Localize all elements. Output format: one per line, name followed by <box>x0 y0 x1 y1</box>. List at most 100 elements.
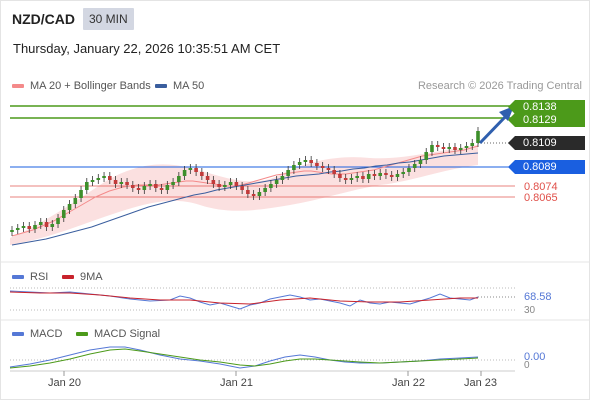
candle-body <box>125 182 129 185</box>
candle-body <box>171 182 175 185</box>
candle-body <box>274 180 279 184</box>
candle-body <box>90 180 95 182</box>
rsi-ma-line <box>9 291 478 305</box>
ma20-label: MA 20 + Bollinger Bands <box>30 80 151 92</box>
candle-body <box>355 176 359 178</box>
candle-body <box>257 192 262 196</box>
macd-swatch <box>12 332 24 336</box>
candle-body <box>372 174 377 176</box>
macd-zero-label: 0 <box>524 360 530 371</box>
candle-body <box>228 182 233 185</box>
candle-body <box>464 146 469 148</box>
candle-body <box>234 182 239 186</box>
candle-body <box>217 184 221 187</box>
candle-body <box>165 185 170 190</box>
ma50-swatch <box>155 84 167 88</box>
macd-label: MACD <box>30 328 63 340</box>
legend-ma50: MA 50 <box>155 80 204 92</box>
candle-body <box>154 184 158 188</box>
target-high-tag: 0.8138 <box>508 100 585 114</box>
candle-body <box>430 145 434 152</box>
candle-body <box>441 147 446 149</box>
x-axis-label-jan22: Jan 22 <box>392 377 426 389</box>
candle-body <box>412 164 417 168</box>
candle-body <box>50 224 55 227</box>
x-axis-label-jan20: Jan 20 <box>48 377 82 389</box>
header: NZD/CAD 30 MIN <box>12 7 134 31</box>
candle-body <box>113 180 118 184</box>
x-axis-label-jan23: Jan 23 <box>464 377 498 389</box>
candle-body <box>177 176 181 182</box>
timeframe-button[interactable]: 30 MIN <box>83 8 134 30</box>
candle-body <box>309 160 313 163</box>
candle-body <box>108 176 112 180</box>
macd-signal-line <box>9 348 479 369</box>
candle-body <box>401 172 406 174</box>
candle-body <box>407 168 411 172</box>
candle-body <box>56 218 60 224</box>
timestamp: Thursday, January 22, 2026 10:35:51 AM C… <box>13 41 281 56</box>
rsi-ma-label: 9MA <box>80 271 103 283</box>
ma50-label: MA 50 <box>173 80 205 92</box>
rsi-level-30-label: 30 <box>524 305 536 316</box>
candle-body <box>211 180 216 184</box>
legend-rsi: RSI <box>12 271 48 283</box>
candle-body <box>280 176 285 180</box>
candle-body <box>332 170 336 174</box>
candle-body <box>343 178 348 180</box>
ma20-swatch <box>12 84 24 88</box>
candle-body <box>315 163 319 166</box>
candle-body <box>84 182 89 190</box>
candle-body <box>67 204 72 210</box>
legend-rsi-ma: 9MA <box>62 271 103 283</box>
support1-label: 0.8074 <box>524 181 558 193</box>
candle-body <box>395 174 400 177</box>
candle-body <box>15 228 20 230</box>
target-arrow-shaft <box>478 113 509 145</box>
candle-body <box>263 188 267 192</box>
rsi-label: RSI <box>30 271 49 283</box>
candle-body <box>453 147 457 150</box>
rsi-value: 68.58 <box>524 291 552 303</box>
candle-body <box>79 190 83 198</box>
candle-body <box>142 186 147 190</box>
legend-macd-signal: MACD Signal <box>76 328 160 340</box>
candle-body <box>435 145 440 147</box>
legend-macd: MACD <box>12 328 62 340</box>
macd-value: 0.00 <box>524 351 546 363</box>
candle-body <box>303 160 308 162</box>
candle-body <box>194 168 198 172</box>
ma50-line <box>11 152 479 246</box>
candle-body <box>136 188 141 190</box>
support2-label: 0.8065 <box>524 192 558 204</box>
candle-body <box>182 170 187 176</box>
candle-body <box>159 188 164 190</box>
candle-body <box>240 186 244 190</box>
bollinger-band <box>10 145 478 245</box>
candle-body <box>131 185 135 188</box>
candle-body <box>297 162 302 165</box>
candle-body <box>424 152 429 160</box>
x-axis-label-jan21: Jan 21 <box>220 377 254 389</box>
candle-body <box>73 198 78 204</box>
candles <box>10 127 480 236</box>
legend-ma20: MA 20 + Bollinger Bands <box>12 80 151 92</box>
rsi-ma-swatch <box>62 275 74 279</box>
candle-body <box>205 176 210 180</box>
candle-body <box>470 143 475 146</box>
candle-body <box>286 170 290 176</box>
macd-signal-label: MACD Signal <box>94 328 161 340</box>
candle-body <box>476 131 480 143</box>
candle-body <box>361 176 365 179</box>
symbol-title: NZD/CAD <box>12 11 75 27</box>
pivot-tag: 0.8089 <box>508 160 585 174</box>
candle-body <box>96 178 101 180</box>
candle-body <box>384 173 388 175</box>
candle-body <box>292 165 296 170</box>
rsi-swatch <box>12 275 24 279</box>
candle-body <box>246 190 250 194</box>
candle-body <box>349 178 354 180</box>
candle-body <box>447 147 452 149</box>
candle-body <box>378 173 382 176</box>
